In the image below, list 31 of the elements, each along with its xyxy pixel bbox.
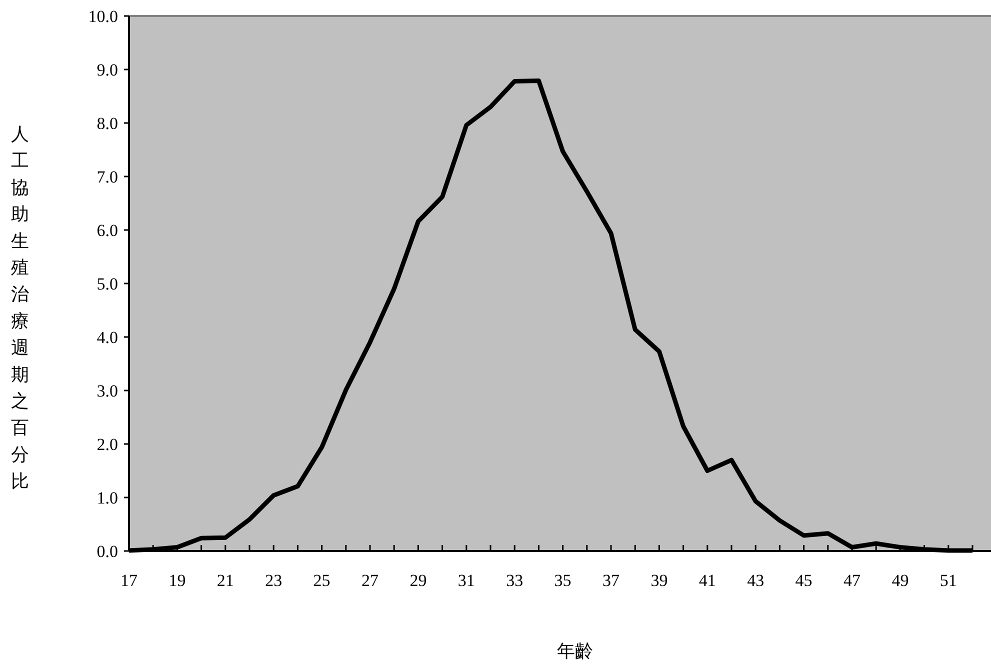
y-tick-label: 1.0 — [96, 488, 118, 508]
x-tick-label: 21 — [216, 571, 234, 590]
y-tick-label: 5.0 — [96, 274, 118, 294]
x-tick-label: 51 — [940, 571, 957, 590]
y-tick-label: 4.0 — [96, 328, 118, 347]
y-tick-label: 9.0 — [96, 60, 118, 80]
y-tick-label: 7.0 — [96, 168, 118, 186]
y-tick-label: 8.0 — [96, 114, 118, 133]
y-tick-label: 3.0 — [96, 382, 118, 400]
x-tick-label: 41 — [698, 571, 716, 590]
x-tick-label: 33 — [506, 571, 524, 590]
x-tick-label: 19 — [168, 571, 186, 590]
y-tick-label: 2.0 — [96, 435, 118, 454]
x-tick-label: 45 — [795, 571, 812, 590]
x-tick-label: 47 — [844, 571, 861, 590]
x-tick-label: 49 — [892, 571, 909, 590]
x-tick-label: 43 — [747, 571, 764, 590]
x-tick-label: 35 — [554, 571, 572, 590]
x-tick-label: 37 — [602, 571, 620, 590]
x-tick-label: 31 — [458, 571, 475, 590]
text: 人工協助生殖治療週期之百分比 — [11, 124, 29, 492]
y-tick-label: 10.0 — [88, 7, 118, 26]
x-tick-label: 25 — [313, 571, 330, 590]
x-axis-title: 年齡 — [557, 641, 593, 661]
y-tick-label: 6.0 — [96, 221, 118, 240]
x-tick-label: 23 — [265, 571, 282, 590]
x-tick-label: 17 — [120, 571, 138, 590]
y-tick-label: 0.0 — [96, 542, 118, 561]
x-tick-label: 29 — [410, 571, 427, 590]
x-tick-label: 39 — [650, 571, 668, 590]
x-tick-label: 27 — [362, 571, 379, 590]
